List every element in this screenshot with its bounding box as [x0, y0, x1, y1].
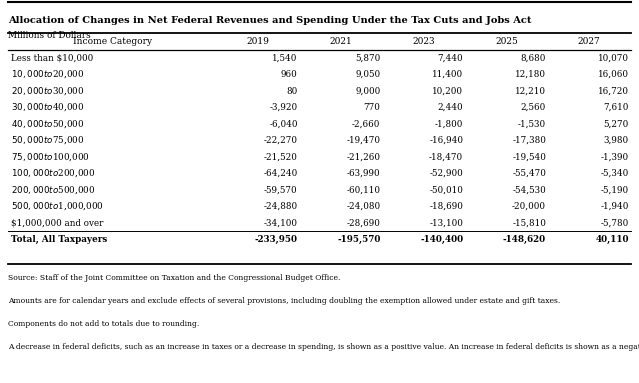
Text: 7,440: 7,440: [438, 54, 463, 62]
Text: 10,070: 10,070: [597, 54, 629, 62]
Text: $100,000 to $200,000: $100,000 to $200,000: [11, 168, 95, 179]
Text: -1,940: -1,940: [601, 202, 629, 211]
Text: 7,610: 7,610: [603, 103, 629, 112]
Text: Less than $10,000: Less than $10,000: [11, 54, 93, 62]
Text: -20,000: -20,000: [512, 202, 546, 211]
Text: Source: Staff of the Joint Committee on Taxation and the Congressional Budget Of: Source: Staff of the Joint Committee on …: [8, 274, 341, 282]
Text: 8,680: 8,680: [521, 54, 546, 62]
Text: -50,010: -50,010: [429, 185, 463, 195]
Text: -55,470: -55,470: [512, 169, 546, 178]
Text: -21,260: -21,260: [346, 152, 380, 162]
Text: Income Category: Income Category: [73, 37, 152, 46]
Text: -18,690: -18,690: [429, 202, 463, 211]
Text: -148,620: -148,620: [503, 235, 546, 244]
Text: 80: 80: [286, 87, 298, 95]
Text: 5,270: 5,270: [603, 119, 629, 129]
Text: -5,780: -5,780: [601, 219, 629, 228]
Text: 16,060: 16,060: [597, 70, 629, 79]
Text: -24,080: -24,080: [346, 202, 380, 211]
Text: -15,810: -15,810: [512, 219, 546, 228]
Text: 770: 770: [364, 103, 380, 112]
Text: -3,920: -3,920: [270, 103, 298, 112]
Text: -19,540: -19,540: [512, 152, 546, 162]
Text: 12,210: 12,210: [515, 87, 546, 95]
Text: $1,000,000 and over: $1,000,000 and over: [11, 219, 104, 228]
Text: -140,400: -140,400: [420, 235, 463, 244]
Text: 2023: 2023: [412, 37, 435, 46]
Text: -5,340: -5,340: [601, 169, 629, 178]
Text: Total, All Taxpayers: Total, All Taxpayers: [11, 235, 107, 244]
Text: 5,870: 5,870: [355, 54, 380, 62]
Text: A decrease in federal deficits, such as an increase in taxes or a decrease in sp: A decrease in federal deficits, such as …: [8, 343, 639, 351]
Text: -1,800: -1,800: [435, 119, 463, 129]
Text: Millions of Dollars: Millions of Dollars: [8, 31, 91, 40]
Text: $40,000 to $50,000: $40,000 to $50,000: [11, 118, 84, 130]
Text: 1,540: 1,540: [272, 54, 298, 62]
Text: -17,380: -17,380: [512, 136, 546, 145]
Text: -24,880: -24,880: [263, 202, 298, 211]
Text: $75,000 to $100,000: $75,000 to $100,000: [11, 151, 89, 163]
Text: -5,190: -5,190: [601, 185, 629, 195]
Text: -64,240: -64,240: [263, 169, 298, 178]
Text: 2019: 2019: [247, 37, 270, 46]
Text: 2,560: 2,560: [521, 103, 546, 112]
Text: Allocation of Changes in Net Federal Revenues and Spending Under the Tax Cuts an: Allocation of Changes in Net Federal Rev…: [8, 16, 532, 25]
Text: 10,200: 10,200: [432, 87, 463, 95]
Text: -16,940: -16,940: [429, 136, 463, 145]
Text: 2027: 2027: [578, 37, 601, 46]
Text: -195,570: -195,570: [337, 235, 380, 244]
Text: Components do not add to totals due to rounding.: Components do not add to totals due to r…: [8, 320, 199, 328]
Text: $50,000 to $75,000: $50,000 to $75,000: [11, 135, 84, 146]
Text: -13,100: -13,100: [429, 219, 463, 228]
Text: -6,040: -6,040: [269, 119, 298, 129]
Text: -34,100: -34,100: [264, 219, 298, 228]
Text: $20,000 to $30,000: $20,000 to $30,000: [11, 85, 84, 97]
Text: -28,690: -28,690: [346, 219, 380, 228]
Text: -54,530: -54,530: [512, 185, 546, 195]
Text: -1,390: -1,390: [601, 152, 629, 162]
Text: -59,570: -59,570: [264, 185, 298, 195]
Text: -60,110: -60,110: [346, 185, 380, 195]
Text: 3,980: 3,980: [604, 136, 629, 145]
Text: 9,050: 9,050: [355, 70, 380, 79]
Text: -2,660: -2,660: [352, 119, 380, 129]
Text: 16,720: 16,720: [597, 87, 629, 95]
Text: -22,270: -22,270: [264, 136, 298, 145]
Text: 40,110: 40,110: [596, 235, 629, 244]
Text: 2,440: 2,440: [438, 103, 463, 112]
Text: 12,180: 12,180: [515, 70, 546, 79]
Text: -21,520: -21,520: [264, 152, 298, 162]
Text: -233,950: -233,950: [255, 235, 298, 244]
Text: 11,400: 11,400: [432, 70, 463, 79]
Text: Amounts are for calendar years and exclude effects of several provisions, includ: Amounts are for calendar years and exclu…: [8, 297, 560, 305]
Text: -19,470: -19,470: [346, 136, 380, 145]
Text: $10,000 to $20,000: $10,000 to $20,000: [11, 69, 84, 80]
Text: $500,000 to $1,000,000: $500,000 to $1,000,000: [11, 201, 104, 212]
Text: 9,000: 9,000: [355, 87, 380, 95]
Text: -63,990: -63,990: [347, 169, 380, 178]
Text: $200,000 to $500,000: $200,000 to $500,000: [11, 184, 95, 196]
Text: 2021: 2021: [330, 37, 352, 46]
Text: -18,470: -18,470: [429, 152, 463, 162]
Text: -1,530: -1,530: [518, 119, 546, 129]
Text: 960: 960: [281, 70, 298, 79]
Text: 2025: 2025: [495, 37, 518, 46]
Text: -52,900: -52,900: [429, 169, 463, 178]
Text: $30,000 to $40,000: $30,000 to $40,000: [11, 102, 84, 113]
